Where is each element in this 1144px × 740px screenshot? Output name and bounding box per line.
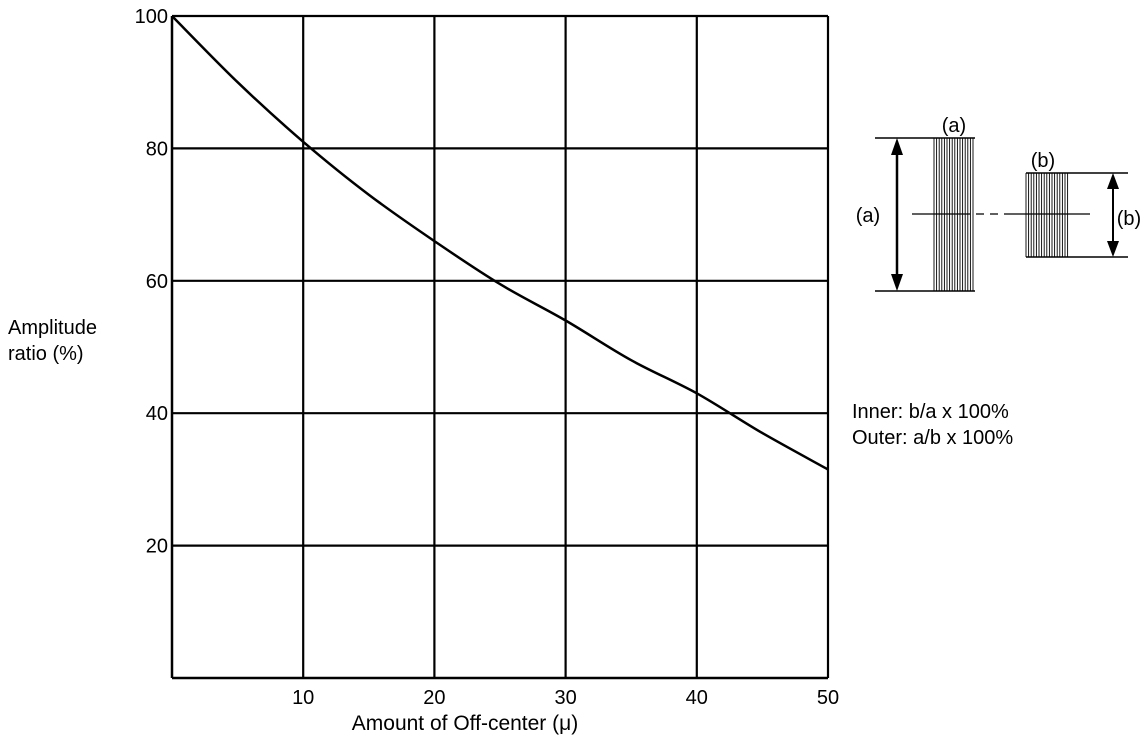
x-tick-label: 30 — [554, 687, 576, 709]
x-tick-label: 50 — [817, 687, 839, 709]
waveform-a-arrow-head-top — [891, 138, 903, 155]
label-b-side: (b) — [1117, 208, 1141, 230]
amplitude-diagram: (a) (a) (b) (b) — [856, 115, 1141, 292]
y-axis-label-line-1: Amplitude — [8, 317, 97, 339]
x-tick-label: 20 — [423, 687, 445, 709]
series-line-0 — [171, 15, 829, 471]
x-axis-label: Amount of Off-center (μ) — [352, 712, 578, 735]
label-b-top: (b) — [1031, 150, 1055, 172]
series-layer — [171, 15, 829, 471]
x-tick-label: 40 — [686, 687, 708, 709]
y-tick-label: 80 — [146, 138, 168, 160]
y-axis-label-line-2: ratio (%) — [8, 343, 84, 365]
waveform-b-hatch — [1025, 173, 1069, 257]
waveform-b-arrow-head-bottom — [1107, 241, 1119, 257]
waveform-b-arrow-head-top — [1107, 173, 1119, 189]
y-tick-label: 60 — [146, 271, 168, 293]
y-tick-label: 100 — [135, 6, 168, 28]
label-a-side: (a) — [856, 205, 880, 227]
formula-inner: Inner: b/a x 100% — [852, 401, 1009, 423]
tick-labels: 10 20 30 40 50 20 40 60 80 100 — [135, 6, 840, 709]
y-tick-label: 40 — [146, 403, 168, 425]
label-a-top: (a) — [942, 115, 966, 137]
x-tick-label: 10 — [292, 687, 314, 709]
formula-outer: Outer: a/b x 100% — [852, 427, 1013, 449]
waveform-a-arrow-head-bottom — [891, 274, 903, 291]
grid — [170, 14, 830, 680]
y-tick-label: 20 — [146, 536, 168, 558]
